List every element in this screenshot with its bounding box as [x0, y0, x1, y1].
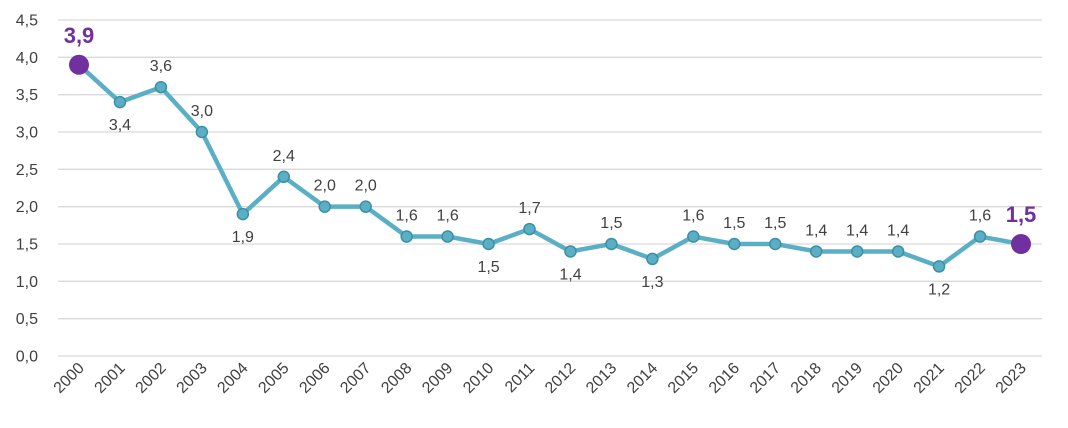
data-point: [482, 237, 495, 251]
data-point: [973, 230, 987, 243]
data-labels: 3,9 3,4 3,6 3,0 1,9 2,4 2,0 2,0 1,6 1,6 1,5 1,7 1,4 1…: [64, 23, 1037, 299]
x-tick-label: 2008: [378, 360, 415, 397]
data-label: 1,6: [682, 208, 704, 225]
x-tick-label: 2005: [255, 360, 292, 397]
y-tick-label: 1,5: [16, 237, 38, 254]
data-label: 1,2: [928, 281, 950, 298]
x-tick-label: 2021: [911, 360, 948, 397]
y-tick-label: 2,5: [16, 162, 38, 179]
data-point: [195, 125, 209, 139]
data-point: [236, 207, 250, 221]
data-point: [318, 200, 331, 213]
y-tick-label: 0,5: [16, 311, 38, 328]
y-tick-label: 4,5: [16, 13, 38, 30]
data-label: 3,0: [191, 103, 213, 120]
data-label: 1,7: [518, 200, 540, 217]
data-point: [809, 245, 823, 258]
x-tick-label: 2007: [337, 360, 374, 397]
data-point: [277, 170, 291, 184]
x-tick-label: 2000: [51, 360, 88, 397]
data-point: [605, 237, 618, 251]
data-label: 1,5: [764, 215, 786, 232]
x-tick-label: 2010: [460, 360, 497, 397]
data-point: [850, 245, 864, 258]
x-tick-label: 2013: [583, 360, 620, 397]
highlight-point: [69, 54, 89, 75]
data-label: 1,5: [723, 215, 745, 232]
y-tick-label: 1,0: [16, 274, 38, 291]
data-point: [646, 252, 659, 266]
x-tick-label: 2023: [993, 360, 1030, 397]
data-point: [154, 80, 168, 94]
x-tick-label: 2011: [502, 360, 538, 396]
data-label: 3,4: [109, 117, 131, 134]
x-tick-label: 2004: [214, 360, 251, 397]
highlight-data-label: 1,5: [1006, 202, 1037, 227]
data-point: [687, 230, 700, 243]
x-tick-label: 2019: [829, 360, 866, 397]
data-label: 2,4: [273, 148, 295, 165]
data-label: 1,9: [232, 229, 254, 246]
x-tick-label: 2003: [174, 360, 211, 397]
x-tick-label: 2001: [92, 360, 129, 397]
x-tick-label: 2020: [870, 360, 907, 397]
data-label: 1,5: [600, 215, 622, 232]
data-point: [891, 245, 905, 258]
x-tick-label: 2009: [419, 360, 456, 397]
data-point: [359, 200, 372, 213]
data-point: [728, 237, 741, 251]
highlight-data-label: 3,9: [64, 23, 95, 48]
data-series: [69, 54, 1031, 273]
highlight-point: [1011, 234, 1031, 254]
data-label: 3,6: [150, 58, 172, 75]
data-label: 1,4: [846, 222, 868, 239]
x-tick-label: 2012: [542, 360, 579, 397]
x-tick-label: 2017: [747, 360, 784, 397]
data-point: [564, 245, 577, 258]
data-label: 2,0: [314, 178, 336, 195]
data-point: [400, 230, 413, 243]
y-tick-label: 3,0: [16, 125, 38, 142]
data-point: [523, 222, 536, 236]
x-tick-label: 2014: [624, 360, 661, 397]
data-point: [769, 237, 782, 251]
x-tick-label: 2002: [133, 360, 170, 397]
y-tick-label: 0,0: [16, 349, 38, 366]
x-tick-label: 2018: [788, 360, 825, 397]
x-tick-label: 2016: [706, 360, 743, 397]
data-label: 1,5: [477, 259, 499, 276]
x-tick-label: 2006: [296, 360, 333, 397]
data-label: 1,6: [396, 208, 418, 225]
series-line: [76, 62, 1024, 269]
data-point: [932, 260, 946, 273]
gridlines: [58, 19, 1042, 357]
x-tick-label: 2022: [952, 360, 989, 397]
y-tick-label: 4,0: [16, 50, 38, 67]
data-label: 1,3: [641, 274, 663, 291]
data-label: 1,6: [969, 208, 991, 225]
data-point: [441, 230, 454, 243]
x-tick-label: 2015: [665, 360, 702, 397]
data-label: 1,4: [559, 266, 581, 283]
data-label: 1,4: [887, 222, 909, 239]
y-tick-label: 2,0: [16, 199, 38, 216]
data-point: [113, 95, 127, 109]
x-axis-tick-labels: 2000 2001 2002 2003 2004 2005 2006 2007 2008 2009…: [51, 360, 1030, 397]
y-tick-label: 3,5: [16, 87, 38, 104]
data-label: 1,6: [436, 208, 458, 225]
data-label: 2,0: [355, 178, 377, 195]
y-axis-tick-labels: 0,0 0,5 1,0 1,5 2,0 2,5 3,0 3,5 4,0 4,5: [16, 13, 38, 366]
data-label: 1,4: [805, 222, 827, 239]
